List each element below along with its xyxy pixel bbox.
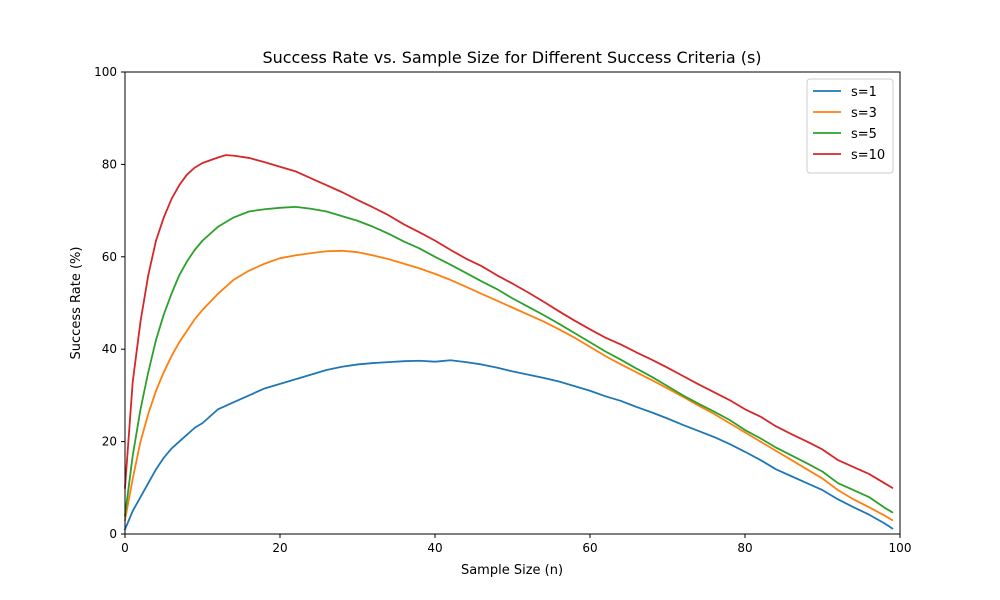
series-line-4 xyxy=(124,154,894,490)
y-tick-label: 80 xyxy=(102,157,117,171)
y-tick-label: 100 xyxy=(94,65,117,79)
x-tick-label: 20 xyxy=(272,541,287,555)
y-tick-label: 0 xyxy=(109,527,117,541)
plot-frame xyxy=(124,71,901,535)
x-tick-label: 60 xyxy=(582,541,597,555)
series-line-2 xyxy=(123,249,894,522)
x-tick-label: 40 xyxy=(427,541,442,555)
legend-box xyxy=(806,78,894,174)
legend-label: s=3 xyxy=(851,106,877,121)
legend-label: s=10 xyxy=(851,148,885,163)
legend-label: s=1 xyxy=(851,85,877,100)
x-tick-label: 80 xyxy=(737,541,752,555)
legend: s=1 s=3 s=5 s=10 xyxy=(806,78,894,174)
legend-label: s=5 xyxy=(851,127,877,142)
y-tick-label: 20 xyxy=(102,435,117,449)
x-tick-label: 100 xyxy=(889,541,912,555)
chart-title: Success Rate vs. Sample Size for Differe… xyxy=(262,48,761,67)
axis-ticks: 0 20 40 60 80 100 0 20 40 60 80 100 xyxy=(94,65,911,555)
y-axis-label: Success Rate (%) xyxy=(69,247,84,360)
x-axis-label: Sample Size (n) xyxy=(461,563,563,578)
series-line-1 xyxy=(123,359,894,531)
y-tick-label: 60 xyxy=(102,250,117,264)
series-line-3 xyxy=(123,206,894,517)
plot-lines xyxy=(123,154,894,531)
y-tick-label: 40 xyxy=(102,342,117,356)
axes xyxy=(124,71,901,535)
x-tick-label: 0 xyxy=(121,541,129,555)
